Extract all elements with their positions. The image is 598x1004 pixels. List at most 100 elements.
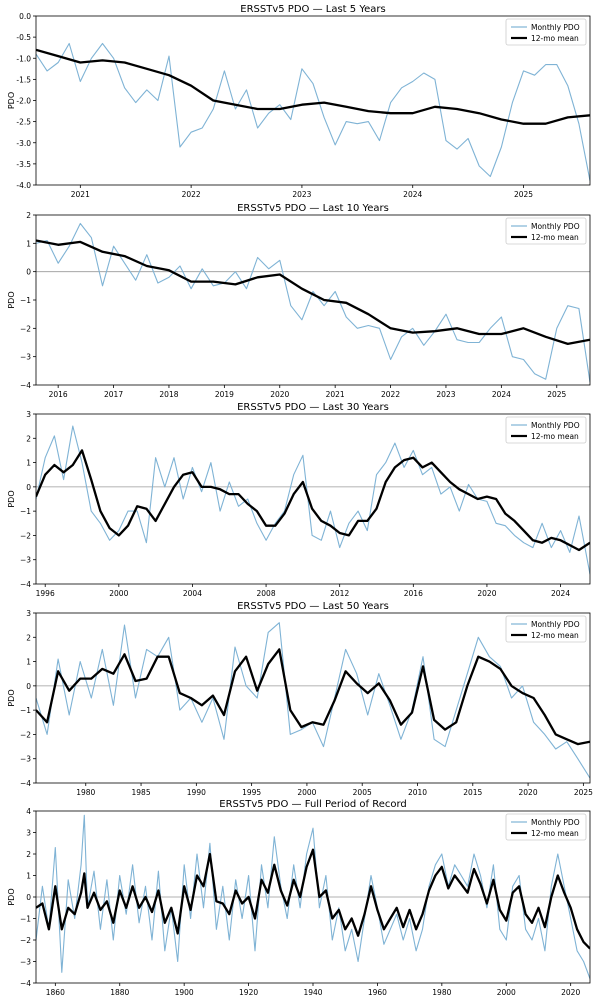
x-tick-label: 1980 [76, 788, 95, 797]
y-tick-label: −4 [20, 381, 31, 390]
y-tick-label: 1 [26, 459, 31, 468]
series-group [36, 425, 590, 575]
chart-panel-2: ERSSTv5 PDO — Last 10 Years PDO 2 1 0 −1 −2 −3 −… [7, 203, 591, 399]
legend: Monthly PDO 12-mo mean [505, 217, 587, 245]
x-tick-label: 2025 [514, 190, 533, 199]
y-tick-label: −2 [20, 730, 31, 739]
y-tick-label: −3 [20, 353, 31, 362]
x-tick-label: 2020 [477, 589, 496, 598]
series-line-monthly-pdo [36, 425, 590, 575]
x-tick-label: 1940 [303, 988, 322, 997]
y-tick-label: −2 [20, 324, 31, 333]
y-tick-label: -3.5 [16, 160, 31, 169]
chart-panel-1: ERSSTv5 PDO — Last 5 Years PDO 0.0 -0.5 -1.0… [7, 4, 591, 199]
x-tick-label: 2015 [463, 788, 482, 797]
x-tick-label: 1995 [242, 788, 261, 797]
x-tick-label: 2020 [270, 390, 289, 399]
series-group [36, 222, 590, 383]
y-axis-label: PDO [7, 888, 16, 905]
chart-panel-3: ERSSTv5 PDO — Last 30 Years PDO 3 2 1 0 −1 −2 −3… [7, 402, 591, 598]
plot-frame [35, 413, 591, 585]
x-tick-label: 2018 [159, 390, 178, 399]
x-tick-label: 1860 [46, 988, 65, 997]
y-tick-label: -2.0 [16, 97, 31, 106]
y-tick-label: -1.0 [16, 54, 31, 63]
series-line-12mo-mean [36, 48, 590, 125]
y-axis-label: PDO [7, 291, 16, 308]
series-group [36, 814, 590, 979]
x-tick-label: 2019 [215, 390, 234, 399]
x-tick-label: 2008 [257, 589, 276, 598]
plot-frame [35, 612, 591, 784]
chart-title: ERSSTv5 PDO — Last 30 Years [237, 402, 389, 413]
x-tick-label: 1996 [36, 589, 55, 598]
chart-title: ERSSTv5 PDO — Last 10 Years [237, 203, 389, 214]
y-tick-label: −3 [20, 556, 31, 565]
legend-label-monthly: Monthly PDO [531, 222, 580, 231]
y-tick-label: −4 [20, 779, 31, 788]
x-tick-label: 2022 [182, 190, 201, 199]
y-tick-label: 3 [26, 829, 31, 838]
y-tick-label: −1 [20, 915, 31, 924]
legend: Monthly PDO 12-mo mean [505, 18, 587, 46]
x-tick-label: 2010 [408, 788, 427, 797]
y-tick-label: −4 [20, 979, 31, 988]
legend: Monthly PDO 12-mo mean [505, 416, 587, 444]
chart-panel-4: ERSSTv5 PDO — Last 50 Years PDO 3 2 1 0 −1 −2 −3… [7, 601, 593, 797]
x-tick-label: 1960 [368, 988, 387, 997]
chart-panel-5: ERSSTv5 PDO — Full Period of Record PDO 4 3… [7, 799, 591, 997]
x-tick-label: 2024 [492, 390, 511, 399]
legend-label-mean: 12-mo mean [531, 34, 579, 43]
x-tick-label: 2017 [104, 390, 123, 399]
legend-label-monthly: Monthly PDO [531, 818, 580, 827]
y-tick-label: 0.0 [19, 12, 31, 21]
y-tick-label: 2 [26, 211, 31, 220]
chart-title: ERSSTv5 PDO — Last 50 Years [237, 601, 389, 612]
y-tick-label: 1 [26, 239, 31, 248]
series-group [36, 42, 590, 181]
x-tick-label: 2012 [330, 589, 349, 598]
y-tick-label: −2 [20, 531, 31, 540]
y-tick-label: −1 [20, 296, 31, 305]
x-tick-label: 1880 [110, 988, 129, 997]
x-tick-label: 2025 [547, 390, 566, 399]
legend-label-mean: 12-mo mean [531, 829, 579, 838]
x-tick-label: 2000 [297, 788, 316, 797]
x-tick-label: 2021 [326, 390, 345, 399]
chart-title: ERSSTv5 PDO — Last 5 Years [240, 4, 385, 15]
legend: Monthly PDO 12-mo mean [505, 813, 587, 841]
x-tick-label: 2004 [183, 589, 202, 598]
x-tick-label: 2000 [497, 988, 516, 997]
x-tick-label: 1985 [132, 788, 151, 797]
series-line-monthly-pdo [36, 222, 590, 383]
legend-label-mean: 12-mo mean [531, 432, 579, 441]
y-tick-label: −1 [20, 507, 31, 516]
y-tick-label: 3 [26, 609, 31, 618]
y-tick-label: −3 [20, 958, 31, 967]
series-line-monthly-pdo [36, 622, 590, 779]
y-axis-label: PDO [7, 490, 16, 507]
x-tick-label: 2024 [551, 589, 570, 598]
y-tick-label: 2 [26, 633, 31, 642]
series-group [36, 622, 590, 779]
x-tick-label: 2020 [561, 988, 580, 997]
legend: Monthly PDO 12-mo mean [505, 615, 587, 643]
y-tick-label: 2 [26, 434, 31, 443]
y-tick-label: −3 [20, 755, 31, 764]
legend-label-mean: 12-mo mean [531, 233, 579, 242]
y-tick-label: −2 [20, 936, 31, 945]
y-axis-label: PDO [7, 92, 16, 109]
x-tick-label: 2025 [574, 788, 593, 797]
y-tick-label: −1 [20, 706, 31, 715]
chart-title: ERSSTv5 PDO — Full Period of Record [219, 799, 407, 810]
x-tick-label: 2021 [71, 190, 90, 199]
x-tick-label: 1980 [432, 988, 451, 997]
x-tick-label: 2005 [353, 788, 372, 797]
x-tick-label: 1900 [175, 988, 194, 997]
series-line-12mo-mean [36, 648, 590, 746]
legend-label-monthly: Monthly PDO [531, 421, 580, 430]
x-tick-label: 2023 [292, 190, 311, 199]
y-tick-label: 0 [26, 682, 31, 691]
y-tick-label: 0 [26, 893, 31, 902]
